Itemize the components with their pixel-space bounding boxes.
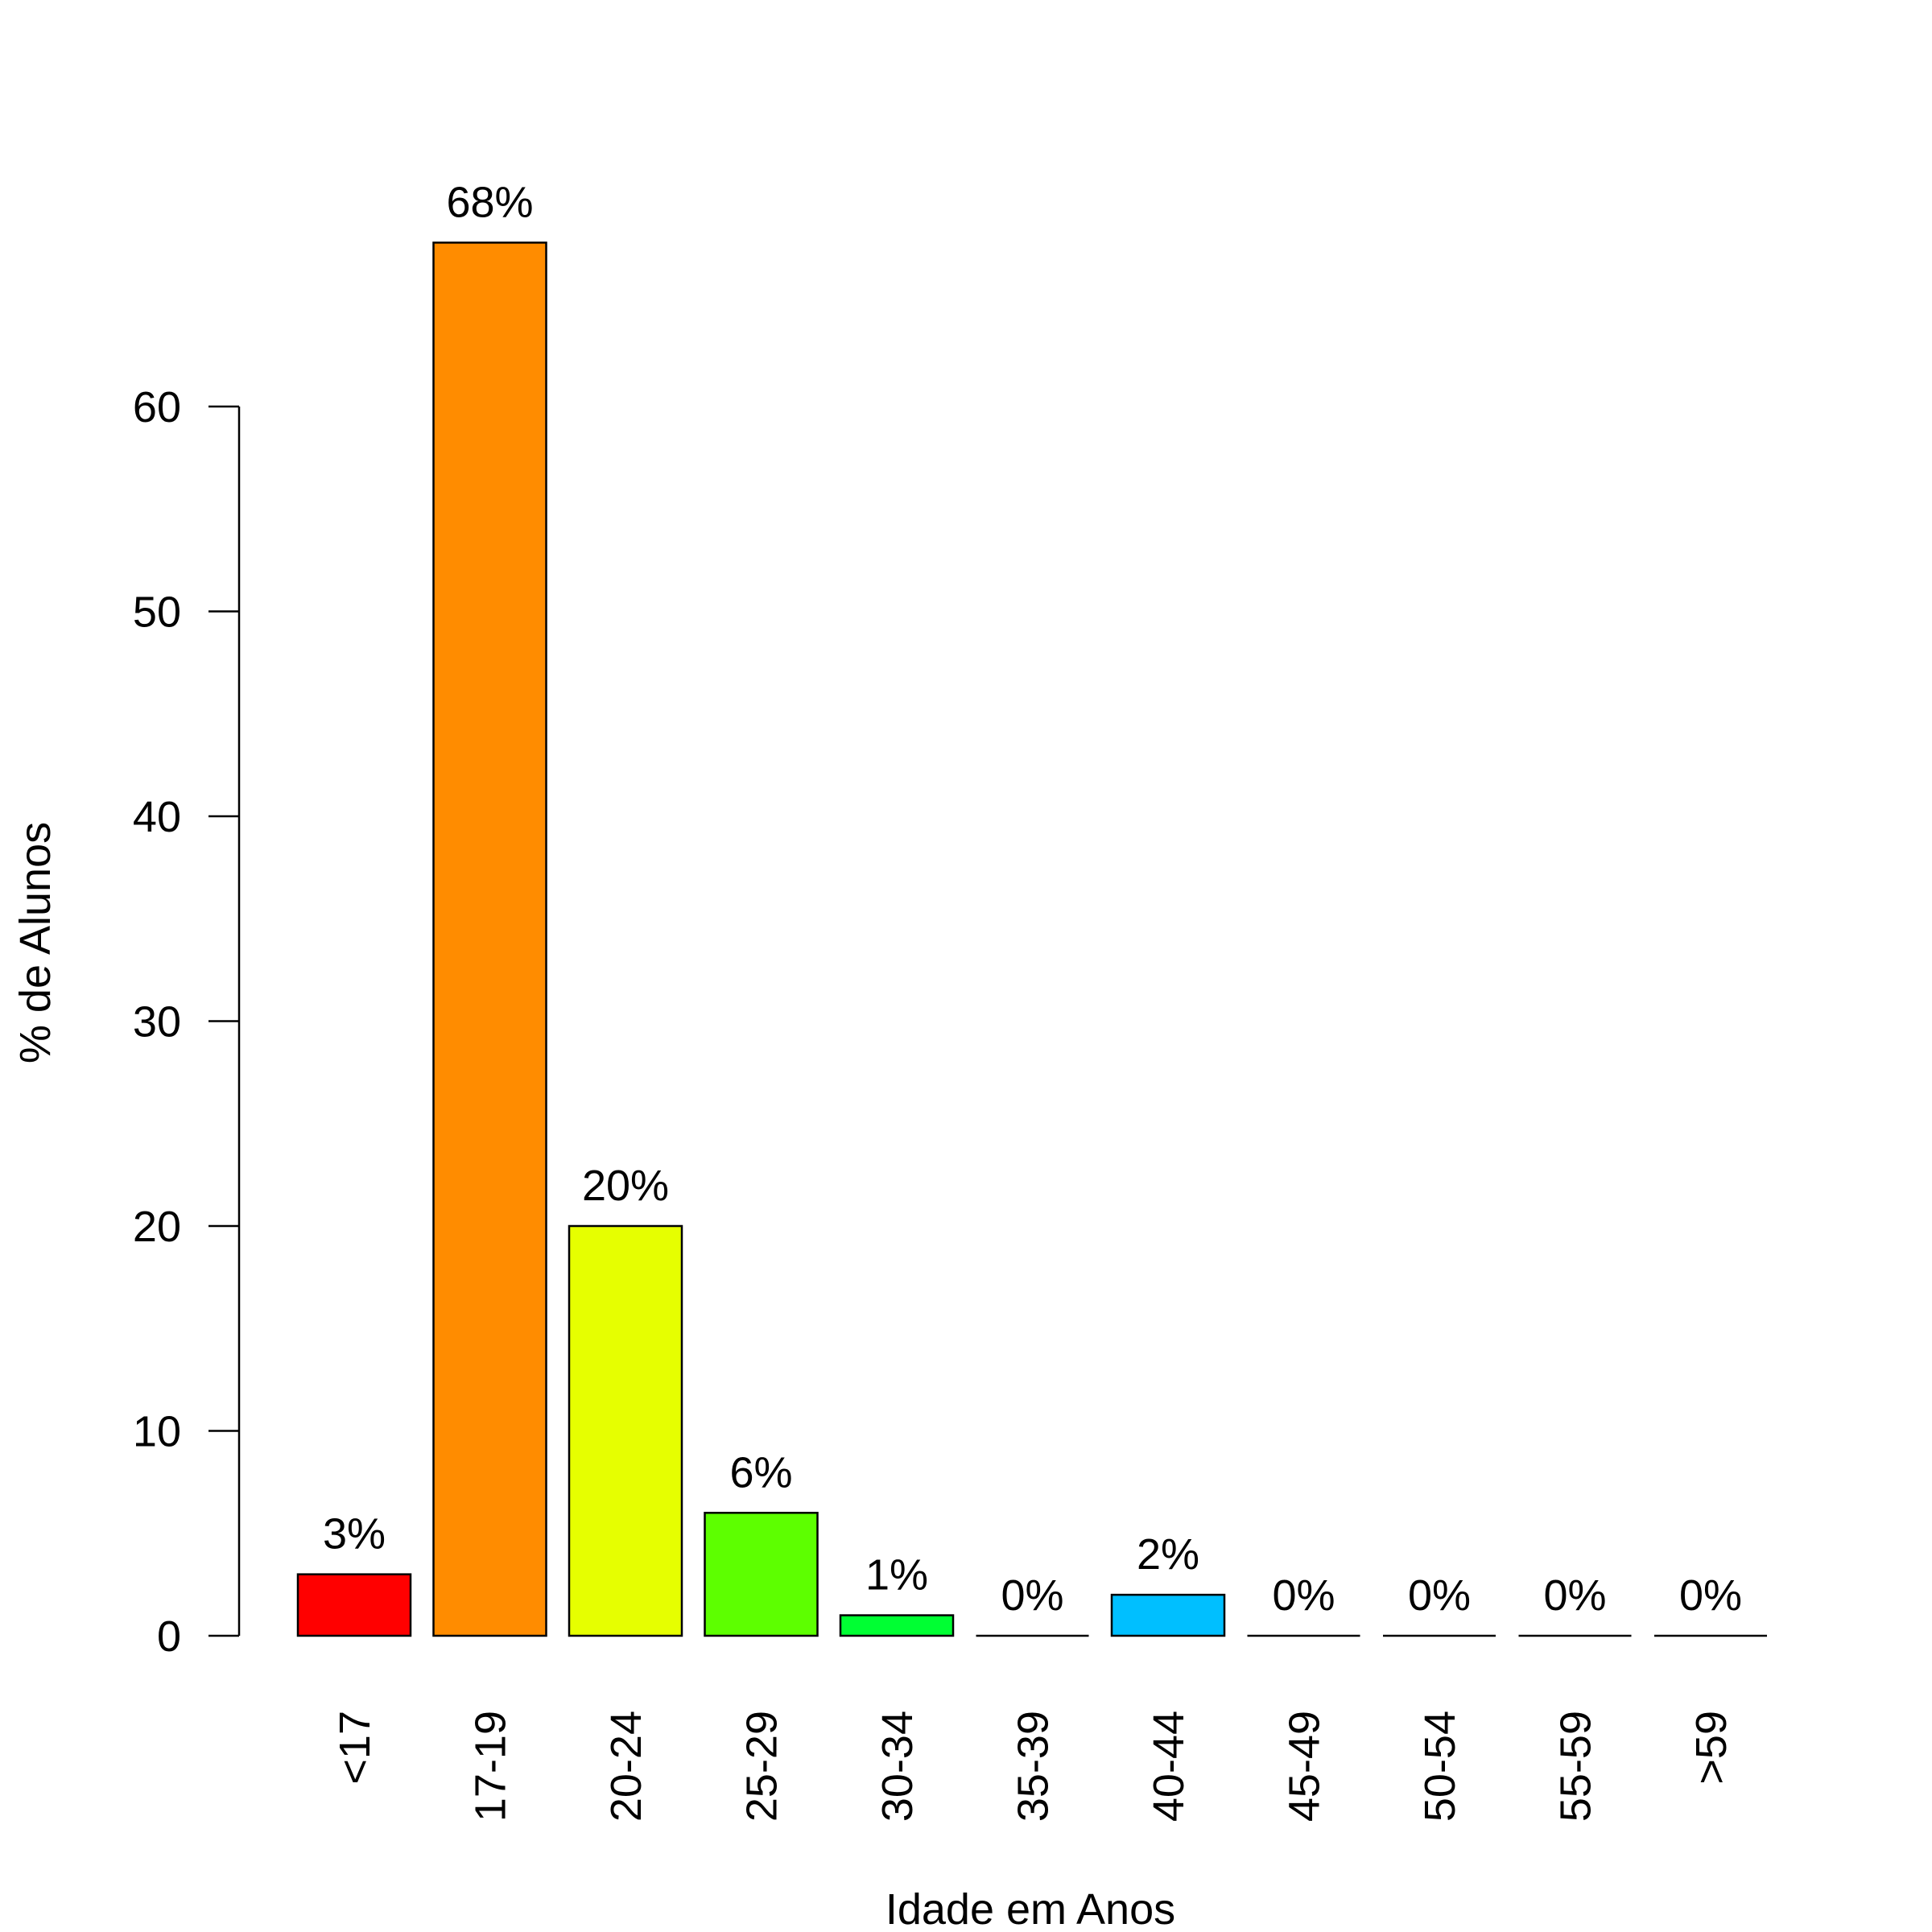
y-axis: 0 10 20 30 40 50 60: [133, 383, 241, 1661]
bar-value-label: 20%: [582, 1162, 669, 1210]
x-category-label: 50-54: [1416, 1711, 1464, 1822]
x-category-label: 17-19: [467, 1711, 515, 1822]
bar-value-label: 1%: [865, 1551, 928, 1600]
y-tick-label: 10: [133, 1408, 181, 1456]
y-tick-label: 50: [133, 588, 181, 637]
bar-value-label: 0%: [1272, 1571, 1335, 1620]
y-tick-label: 0: [157, 1612, 181, 1661]
category-labels-group: <17 17-19 20-24 25-29 30-34 35-39 40-44 45-49 50…: [331, 1711, 1736, 1822]
x-category-label: 20-24: [602, 1711, 650, 1822]
x-category-label: 40-44: [1145, 1711, 1193, 1822]
y-tick-label: 60: [133, 383, 181, 431]
bar: [296, 1573, 412, 1637]
bar-value-label: 0%: [1679, 1571, 1742, 1620]
x-category-label: 45-49: [1281, 1711, 1329, 1822]
x-axis-title: Idade em Anos: [886, 1885, 1175, 1932]
y-tick-label: 20: [133, 1203, 181, 1251]
bar-value-label: 3%: [323, 1510, 386, 1558]
x-category-label: 35-39: [1009, 1711, 1058, 1822]
x-category-label: <17: [331, 1711, 379, 1785]
bar: [704, 1512, 819, 1637]
bar: [568, 1224, 683, 1637]
bar-value-label: 2%: [1137, 1530, 1199, 1579]
x-category-label: 25-29: [738, 1711, 786, 1822]
x-category-label: 30-34: [873, 1711, 922, 1822]
y-tick-label: 30: [133, 998, 181, 1046]
y-axis-title: % de Alunos: [11, 822, 60, 1063]
y-tick-label: 40: [133, 793, 181, 841]
bar: [1110, 1593, 1226, 1637]
bar: [839, 1614, 955, 1637]
bar-value-label: 0%: [1001, 1571, 1063, 1620]
x-category-label: 55-59: [1552, 1711, 1600, 1822]
bars-group: [296, 242, 1767, 1637]
bar-value-label: 0%: [1408, 1571, 1471, 1620]
bar-value-label: 6%: [729, 1448, 792, 1496]
data-labels-group: 3% 68% 20% 6% 1% 0% 2% 0% 0% 0% 0%: [323, 178, 1742, 1620]
bar-value-label: 0%: [1543, 1571, 1606, 1620]
bar-value-label: 68%: [446, 178, 533, 226]
x-category-label: >59: [1687, 1711, 1736, 1785]
bar: [432, 242, 547, 1637]
